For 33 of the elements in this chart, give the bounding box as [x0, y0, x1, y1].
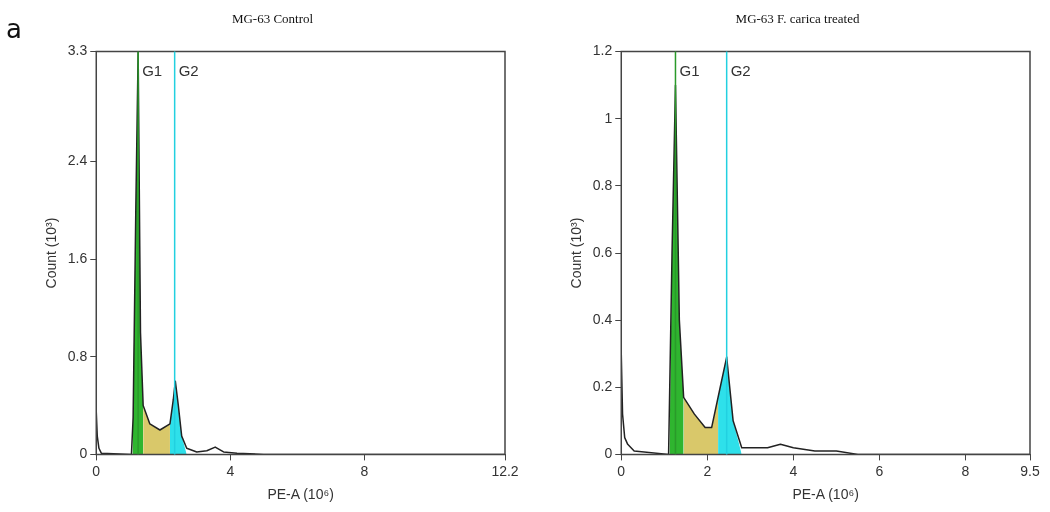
x-tick-label: 9.5 [1020, 462, 1040, 479]
chart-title: MG-63 F. carica treated [735, 11, 860, 27]
x-tick-label: 8 [360, 462, 369, 479]
x-tick-label: 0 [92, 462, 101, 479]
x-tick-label: 0 [617, 462, 626, 479]
x-tick-label: 2 [703, 462, 712, 479]
y-tick-label: 0 [79, 445, 88, 462]
y-tick-label: 1 [604, 109, 613, 126]
ref-line-label: G1 [142, 61, 163, 79]
y-tick-label: 0.6 [592, 243, 613, 260]
y-axis-title: Count (10³) [568, 217, 585, 289]
y-tick-label: 0.8 [592, 176, 613, 193]
y-tick-label: 1.2 [592, 42, 613, 59]
chart-title: MG-63 Control [231, 11, 314, 27]
y-tick-label: 0.8 [67, 347, 88, 364]
y-tick-label: 2.4 [67, 152, 88, 169]
x-tick-label: 12.2 [491, 462, 519, 479]
y-tick-label: 0.2 [592, 378, 613, 395]
x-tick-label: 4 [789, 462, 798, 479]
x-axis-title: PE-A (10⁶) [792, 486, 859, 503]
y-axis-title: Count (10³) [43, 217, 60, 289]
text: a [6, 13, 22, 44]
x-tick-label: 6 [875, 462, 884, 479]
ref-line-label: G2 [730, 61, 751, 79]
y-tick-label: 1.6 [67, 249, 88, 266]
ref-line-label: G2 [178, 61, 199, 79]
x-tick-label: 4 [226, 462, 235, 479]
x-axis-title: PE-A (10⁶) [267, 486, 334, 503]
x-tick-label: 8 [961, 462, 970, 479]
y-tick-label: 0.4 [592, 310, 613, 327]
y-tick-label: 3.3 [67, 42, 88, 59]
ref-line-label: G1 [679, 61, 700, 79]
y-tick-label: 0 [604, 445, 613, 462]
